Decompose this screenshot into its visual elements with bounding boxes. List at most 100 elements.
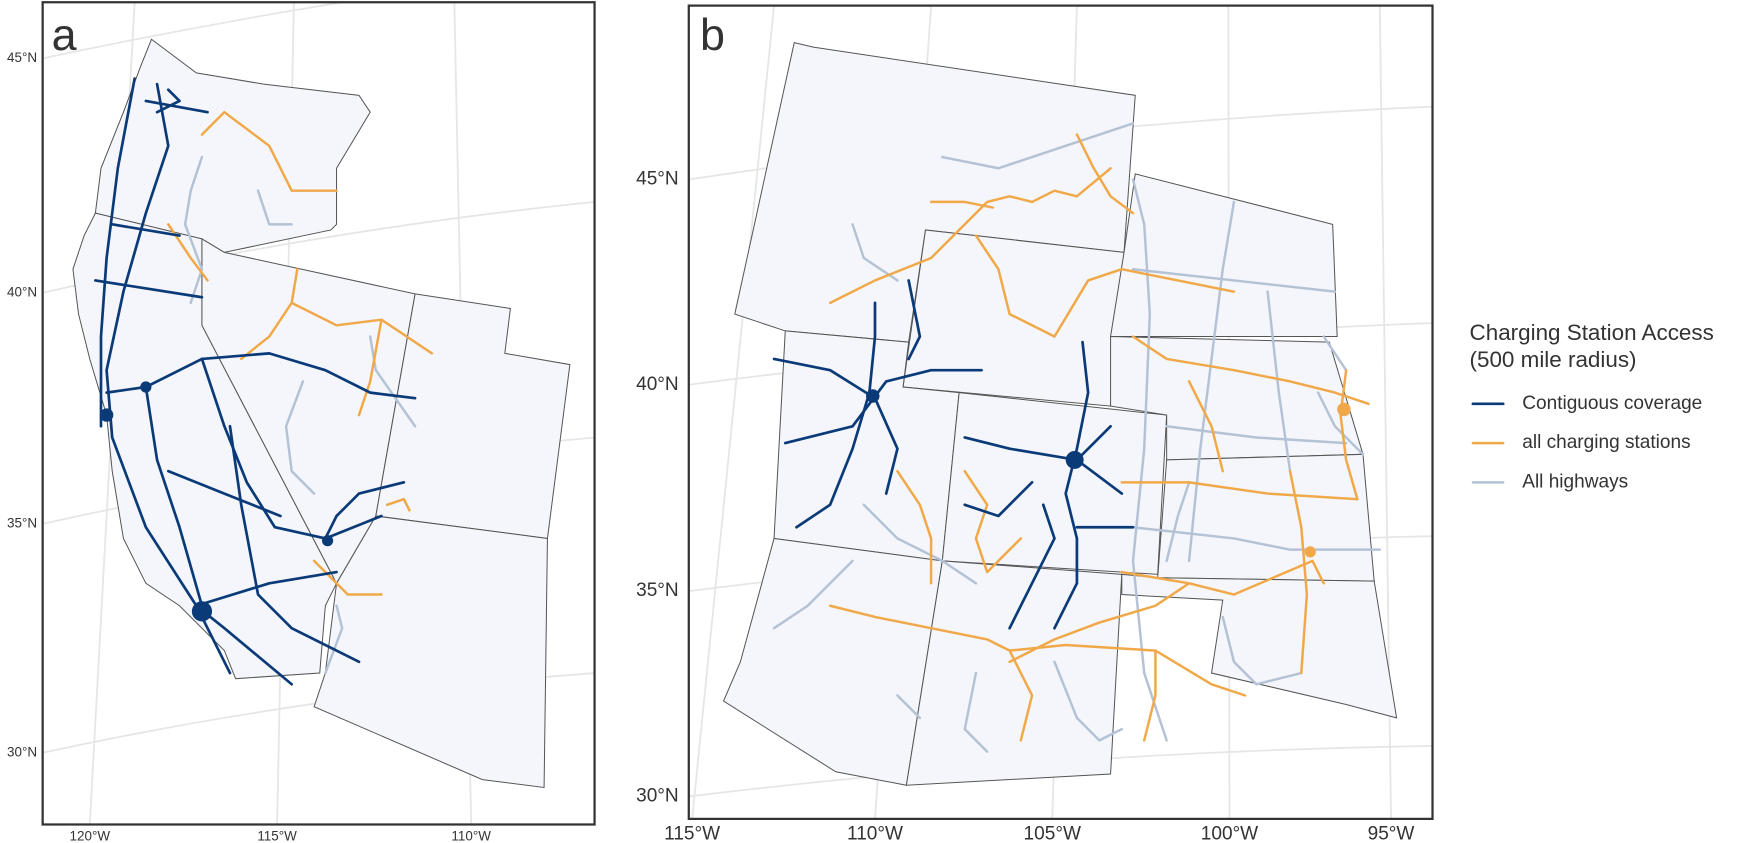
gray-road [1165,425,1348,445]
orange-road [1120,481,1359,501]
navy-road [200,357,383,540]
lon-label: 110°W [451,828,491,843]
lon-label: 105°W [1024,824,1081,843]
orange-road [239,267,299,361]
city-hub [321,535,334,547]
orange-road [1187,380,1224,473]
orange-road [1008,582,1191,664]
gray-road [368,335,417,428]
orange-road [896,469,933,585]
gray-road [963,671,989,753]
navy-road [1008,503,1056,630]
orange-road [963,469,1023,574]
orange-road [1008,649,1034,742]
legend-label: Contiguous coverage [1522,393,1702,414]
navy-road [963,481,1034,518]
panel-label: a [52,9,77,60]
legend-title: Charging Station Access [1470,320,1714,345]
navy-road [144,99,209,114]
orange-road [357,318,383,417]
roads [94,77,434,686]
gray-road [896,694,922,720]
gray-road [1131,178,1168,742]
lat-label: 35°N [7,515,37,530]
lat-label: 30°N [7,744,37,759]
orange-road [1142,649,1157,742]
navy-road [1075,458,1124,495]
city-hub [1065,450,1084,469]
navy-road [783,368,983,445]
navy-road [144,385,204,608]
panel-frame [41,1,596,826]
lat-labels: 45°N 40°N 35°N 30°N [7,50,37,759]
states [72,38,571,789]
lon-label: 110°W [847,824,903,843]
gray-road [1131,525,1382,551]
legend: Charging Station Access (500 mile radius… [1470,320,1714,492]
legend-label: All highways [1522,471,1628,492]
orange-road [974,234,1236,338]
gray-road [1322,335,1348,372]
lat-label: 30°N [636,785,679,806]
navy-road [795,301,877,529]
gray-road [1266,290,1292,473]
legend-label: all charging stations [1522,432,1690,453]
gray-road [284,380,316,495]
gray-road [862,503,978,585]
navy-road [228,424,361,664]
city-hub [99,408,114,422]
panel-label: b [700,9,725,60]
orange-road [1075,133,1135,215]
states [722,42,1398,786]
lon-label: 95°W [1368,824,1415,843]
navy-road [907,279,922,361]
navy-road [323,481,406,540]
orange-road [312,559,383,596]
orange-road [200,110,338,192]
gray-road [324,604,344,675]
navy-road [110,223,181,237]
gray-road [1316,391,1365,456]
navy-road [166,469,282,518]
lat-label: 35°N [636,580,679,601]
city-hub [1337,402,1351,417]
navy-road [94,279,204,299]
gray-road [183,155,204,305]
orange-road [828,167,1112,305]
legend-title: (500 mile radius) [1470,347,1637,372]
gray-road [851,223,899,282]
panel-frame [687,4,1434,821]
gray-road [1053,660,1124,742]
city-hub [866,389,880,403]
city-hub [191,601,213,622]
panel-a-map [42,2,595,825]
lon-labels: 115°W 110°W 105°W 100°W 95°W [664,824,1414,843]
navy-road [963,424,1112,462]
orange-road [385,497,411,512]
gray-road [1187,200,1236,563]
gray-road [256,189,293,226]
lat-label: 45°N [636,169,679,190]
lat-label: 40°N [7,284,37,299]
navy-road [99,77,136,428]
navy-road [194,570,338,608]
lon-label: 120°W [70,828,111,843]
lon-label: 115°W [257,828,297,843]
lon-labels: 120°W 115°W 110°W [70,828,492,843]
lon-label: 100°W [1201,824,1258,843]
lon-label: 115°W [664,824,720,843]
orange-road [1339,368,1359,501]
roads [772,122,1382,753]
panel-b-map [688,5,1433,819]
gray-road [772,559,854,630]
city-hub [1304,546,1316,558]
gray-road [941,122,1135,170]
city-hub [140,381,152,393]
gray-road [1221,615,1303,686]
gray-road [1131,267,1337,293]
orange-road [1120,559,1325,596]
gray-road [1165,481,1191,563]
orange-road [290,301,434,355]
orange-road [1288,469,1309,675]
